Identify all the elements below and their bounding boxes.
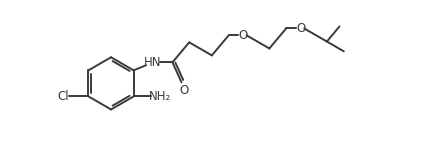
Text: O: O — [239, 29, 248, 42]
Text: O: O — [296, 22, 306, 35]
Text: HN: HN — [144, 56, 161, 69]
Text: NH₂: NH₂ — [149, 90, 171, 103]
Text: Cl: Cl — [57, 90, 68, 103]
Text: O: O — [180, 84, 189, 97]
